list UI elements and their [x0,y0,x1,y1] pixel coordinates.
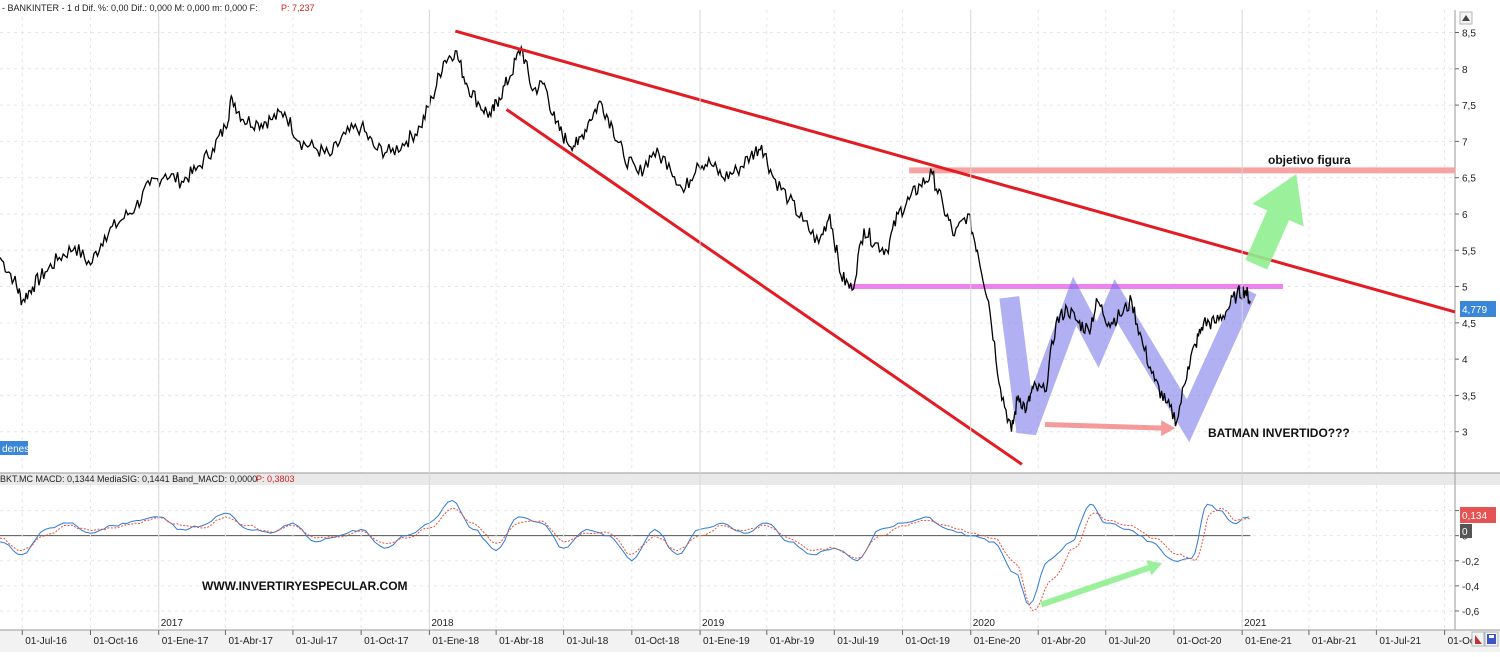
macd-line [0,499,1249,606]
macd-header-bar [0,473,1500,485]
macd-p-label: P: 0,3803 [256,474,295,484]
time-tick-label: 01-Jul-16 [25,636,67,647]
price-series [0,44,1251,432]
time-tick-label: 01-Abr-17 [228,636,273,647]
red-arrow-shaft[interactable] [1044,421,1164,431]
year-labels: 2017 2018 2019 2020 2021 [158,10,1267,630]
green-arrow-up[interactable] [1245,174,1304,270]
price-tick-label: 3,5 [1462,391,1476,402]
macd-badge: 0,134 [1462,511,1487,522]
time-x-axis: 01-Jul-16 01-Oct-16 01-Ene-17 01-Abr-17 01-J… [21,630,1493,647]
time-tick-label: 01-Ene-21 [1245,636,1292,647]
pattern-annotation: BATMAN INVERTIDO??? [1208,426,1350,440]
green-arrow-macd[interactable] [1040,560,1163,608]
price-line [0,44,1251,432]
time-tick-label: 01-Ene-18 [432,636,479,647]
time-tick-label: 01-Abr-20 [1041,636,1086,647]
price-badge-bg [1460,301,1496,317]
macd-series [0,499,1251,612]
drawings-back [848,167,1455,443]
time-tick-label: 01-Oct-16 [93,636,138,647]
time-tick-label: 01-Oct-21 [1448,636,1493,647]
time-tick-label: 01-Oct-18 [635,636,680,647]
time-tick-label: 01-Jul-21 [1379,636,1421,647]
time-tick-label: 01-Jul-20 [1109,636,1151,647]
time-tick-label: 01-Ene-17 [162,636,209,647]
time-tick-label: 01-Jul-17 [296,636,338,647]
year-label: 2020 [973,618,996,629]
price-tick-label: 4 [1462,355,1468,366]
price-tick-label: 8 [1462,65,1468,76]
year-label: 2017 [161,618,184,629]
price-tick-label: 6 [1462,210,1468,221]
macd-header: BKT.MC MACD: 0,1344 MediaSIG: 0,1441 Ban… [0,474,257,484]
website-annotation: WWW.INVERTIRYESPECULAR.COM [202,579,408,593]
year-label: 2019 [702,618,725,629]
last-close-label: P: 7,237 [281,3,315,13]
macd-badge-bg [1460,507,1496,523]
price-tick-label: 6,5 [1462,174,1476,185]
price-tick-label: 3 [1462,428,1468,439]
target-annotation: objetivo figura [1268,153,1351,167]
upper-trendline[interactable] [454,29,1456,314]
macd-tick-label: -0,2 [1462,557,1480,568]
year-label: 2018 [431,618,454,629]
time-tick-label: 01-Ene-20 [974,636,1021,647]
macd-zero-badge: 0 [1462,527,1468,538]
time-tick-label: 01-Oct-19 [906,636,951,647]
drawings-front [454,29,1456,466]
time-tick-label: 01-Oct-17 [364,636,409,647]
scroll-up-button[interactable] [1459,11,1473,25]
macd-tick-label: -0,4 [1462,582,1480,593]
time-tick-label: 01-Abr-21 [1312,636,1357,647]
time-tick-label: 01-Abr-18 [499,636,544,647]
price-tick-label: 4,5 [1462,319,1476,330]
w-pattern[interactable] [999,276,1257,443]
macd-zero-badge-bg [1460,524,1472,538]
red-arrow-head[interactable] [1161,420,1176,437]
price-tick-label: 5,5 [1462,246,1476,257]
time-tick-label: 01-Oct-20 [1177,636,1222,647]
time-tick-label: 01-Abr-19 [770,636,815,647]
left-tag-bg[interactable] [0,441,28,455]
left-tag: denes [2,444,29,455]
time-tick-label: 01-Jul-18 [567,636,609,647]
save-icon[interactable] [1484,631,1499,647]
signal-line [0,507,1251,612]
price-tick-label: 8,5 [1462,29,1476,40]
price-tick-label: 7,5 [1462,101,1476,112]
price-tick-label: 5 [1462,283,1468,294]
price-y-axis: 3 3,5 4 4,5 5 5,5 6 6,5 7 7,5 8 8,5 [1455,29,1476,439]
time-tick-label: 01-Jul-19 [837,636,879,647]
chart-header: - BANKINTER - 1 d Dif. %: 0,00 Dif.: 0,0… [2,3,258,13]
lower-trendline[interactable] [505,108,1023,466]
macd-tick-label: -0,6 [1462,607,1480,618]
price-tick-label: 7 [1462,137,1468,148]
year-label: 2021 [1244,618,1267,629]
x-axis-bar [0,630,1500,652]
time-tick-label: 01-Ene-19 [703,636,750,647]
zoom-button[interactable] [1471,631,1485,647]
price-badge: 4,779 [1462,305,1487,316]
